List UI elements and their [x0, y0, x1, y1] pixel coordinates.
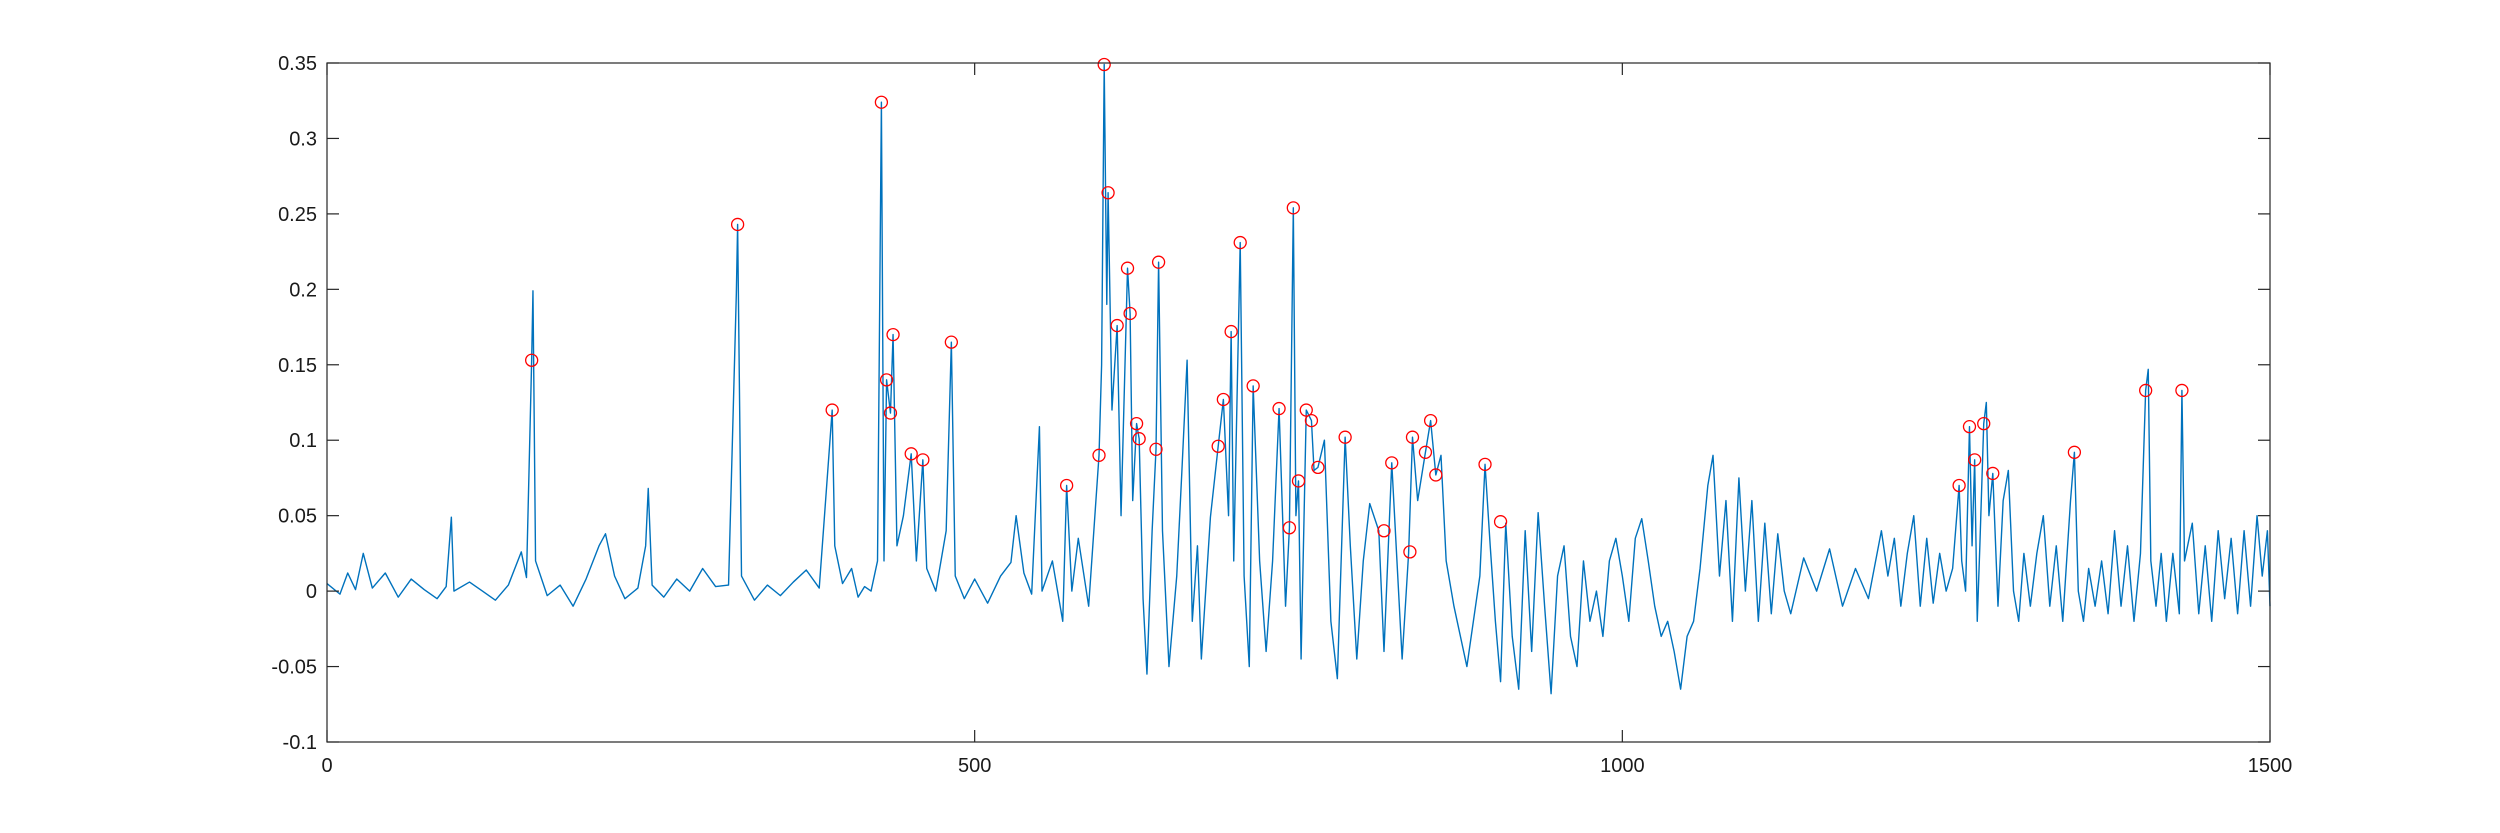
axes-box: [326, 62, 2271, 743]
peak-marker: [1132, 432, 1146, 446]
peak-marker: [1338, 430, 1352, 444]
peak-marker: [1151, 255, 1166, 269]
peak-marker: [1246, 379, 1260, 393]
peak-marker: [1952, 478, 1966, 493]
peak-marker: [1211, 439, 1225, 453]
peak-marker: [1216, 392, 1231, 407]
peak-marker: [1097, 57, 1111, 72]
peak-marker: [1429, 468, 1443, 482]
peak-marker: [1962, 419, 1977, 434]
plot-background: [327, 63, 2270, 742]
y-tick-label: 0: [306, 581, 317, 603]
peak-marker: [1286, 201, 1300, 215]
axes: 0 500 1000 1500 -0.1 -0.05 0 0.05 0.1 0.15 0.2 0.25…: [271, 53, 2292, 777]
peak-marker: [1092, 448, 1106, 462]
peak-marker: [1304, 413, 1319, 428]
peak-marker: [525, 353, 539, 367]
peak-marker: [2138, 383, 2153, 398]
peak-marker: [1123, 306, 1137, 321]
peak-marker: [1403, 545, 1417, 559]
peak-marker: [1149, 442, 1163, 456]
signal-line-layer: [326, 63, 2271, 695]
y-tick-label: 0.05: [278, 506, 317, 528]
y-tick-label: -0.05: [271, 657, 317, 679]
peak-marker: [1385, 456, 1399, 470]
peak-marker: [1101, 186, 1115, 200]
peak-marker: [1110, 318, 1124, 333]
peak-marker: [1478, 457, 1492, 472]
y-tick-label: 0.1: [289, 430, 317, 452]
peak-marker: [1423, 413, 1438, 428]
x-tick-label: 1000: [1600, 755, 1645, 777]
peak-marker: [1282, 521, 1297, 535]
peak-marker: [1059, 478, 1074, 493]
y-tick-label: 0.2: [289, 279, 317, 301]
peak-marker: [1986, 466, 2000, 481]
peak-marker: [1405, 430, 1420, 444]
peak-marker: [1977, 416, 1991, 431]
peak-marker: [944, 335, 958, 349]
peak-marker: [825, 403, 839, 417]
peak-marker: [874, 95, 889, 109]
peak-marker: [1120, 261, 1135, 275]
peak-marker: [2175, 383, 2189, 398]
y-tick-label: 0.25: [278, 204, 317, 226]
peak-marker: [1272, 401, 1286, 416]
peak-marker: [1299, 403, 1313, 417]
peak-marker: [904, 447, 918, 461]
peak-marker: [886, 327, 900, 342]
x-tick-label: 500: [958, 755, 991, 777]
peak-marker: [883, 406, 898, 420]
peak-marker: [1493, 515, 1508, 529]
peak-marker: [1129, 416, 1144, 431]
peak-marker: [1418, 445, 1433, 459]
y-tick-label: -0.1: [283, 732, 317, 754]
peak-marker: [916, 453, 930, 467]
y-tick-label: 0.35: [278, 53, 317, 75]
x-tick-label: 1500: [2248, 755, 2293, 777]
peak-marker: [1968, 453, 1982, 467]
peak-marker: [1291, 474, 1306, 488]
peak-marker: [2067, 445, 2082, 459]
plot-area: [327, 63, 2270, 742]
peak-marker: [730, 217, 745, 232]
peak-markers-layer: [525, 57, 2189, 559]
peak-marker: [1377, 524, 1391, 538]
y-tick-label: 0.3: [289, 128, 317, 150]
signal-line: [326, 63, 2271, 695]
peak-marker: [879, 373, 894, 387]
y-tick-label: 0.15: [278, 355, 317, 377]
peak-marker: [1311, 460, 1325, 475]
peak-marker: [1224, 324, 1238, 339]
x-tick-label: 0: [321, 755, 332, 777]
peak-marker: [1233, 235, 1247, 250]
